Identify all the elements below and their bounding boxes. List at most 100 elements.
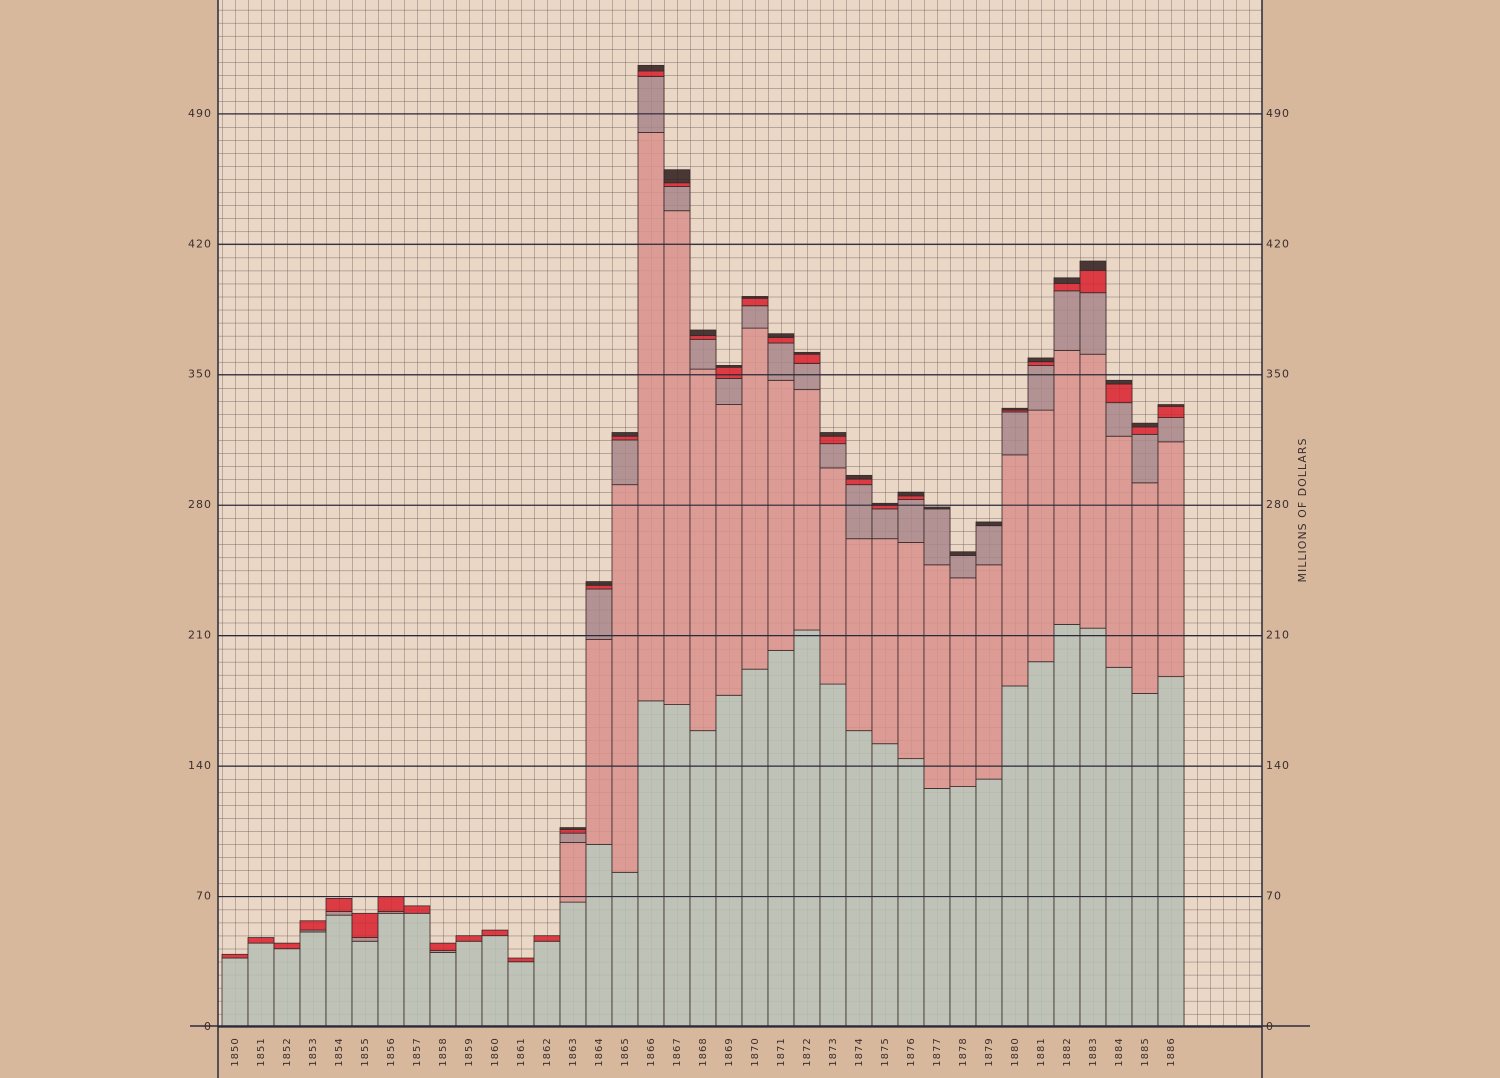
bar-segment bbox=[741, 305, 769, 329]
bar-segment bbox=[975, 525, 1003, 566]
bar-segment bbox=[1105, 379, 1133, 385]
bar-segment bbox=[767, 333, 795, 338]
y-tick-label: 350 bbox=[188, 368, 212, 381]
bar-segment bbox=[689, 338, 717, 370]
bar-segment bbox=[871, 538, 899, 745]
bar-segment bbox=[845, 730, 873, 1028]
x-tick-label: 1853 bbox=[308, 1037, 319, 1066]
x-tick-label: 1862 bbox=[542, 1037, 553, 1066]
bar-segment bbox=[663, 210, 691, 705]
bar-segment bbox=[273, 948, 301, 1028]
bar-segment bbox=[949, 555, 977, 579]
bar-segment bbox=[1027, 409, 1055, 663]
bar-segment bbox=[845, 484, 873, 540]
bar-segment bbox=[611, 435, 639, 441]
bar-segment bbox=[923, 564, 951, 789]
x-tick-label: 1852 bbox=[282, 1037, 293, 1066]
bar-segment bbox=[663, 169, 691, 184]
bar-segment bbox=[1053, 283, 1081, 292]
x-tick-label: 1873 bbox=[828, 1037, 839, 1066]
bar-segment bbox=[429, 952, 457, 1028]
x-tick-label: 1883 bbox=[1088, 1037, 1099, 1066]
x-tick-label: 1872 bbox=[802, 1037, 813, 1066]
bar-segment bbox=[585, 584, 613, 590]
y-tick-label-right: 140 bbox=[1266, 759, 1290, 772]
bar-segment bbox=[1053, 350, 1081, 625]
bar-segment bbox=[845, 474, 873, 480]
bar-segment bbox=[1157, 406, 1185, 418]
bar-segment bbox=[767, 379, 795, 651]
x-tick-label: 1858 bbox=[438, 1037, 449, 1066]
y-tick-label-right: 0 bbox=[1266, 1020, 1274, 1033]
bar-segment bbox=[637, 132, 665, 702]
bar-segment bbox=[793, 389, 821, 631]
bar-segment bbox=[1079, 292, 1107, 355]
bar-segment bbox=[559, 827, 587, 830]
bar-segment bbox=[481, 935, 509, 1028]
y-tick-label: 280 bbox=[188, 498, 212, 511]
bar-segment bbox=[637, 700, 665, 1028]
bar-segment bbox=[741, 297, 769, 307]
bar-segment bbox=[481, 929, 509, 937]
bar-segment bbox=[1105, 435, 1133, 668]
x-tick-label: 1868 bbox=[698, 1037, 709, 1066]
x-tick-label: 1855 bbox=[360, 1037, 371, 1066]
bar-segment bbox=[403, 912, 431, 1028]
bar-segment bbox=[611, 432, 639, 437]
bar-segment bbox=[871, 508, 899, 540]
bar-segment bbox=[1131, 426, 1159, 435]
bar-segment bbox=[975, 521, 1003, 527]
y-axis-label: MILLIONS OF DOLLARS bbox=[1296, 438, 1309, 583]
bar-segment bbox=[533, 940, 561, 1028]
bar-segment bbox=[793, 351, 821, 355]
bar-segment bbox=[1001, 407, 1029, 411]
bar-segment bbox=[793, 353, 821, 364]
x-tick-label: 1866 bbox=[646, 1037, 657, 1066]
bar-segment bbox=[377, 912, 405, 1028]
bar-segment bbox=[949, 551, 977, 556]
x-tick-label: 1879 bbox=[984, 1037, 995, 1066]
y-tick-label-right: 420 bbox=[1266, 237, 1290, 250]
x-tick-label: 1854 bbox=[334, 1037, 345, 1066]
bar-segment bbox=[871, 743, 899, 1028]
bar-segment bbox=[1157, 441, 1185, 678]
bar-segment bbox=[1079, 353, 1107, 629]
bar-segment bbox=[1079, 269, 1107, 294]
y-tick-label: 490 bbox=[188, 107, 212, 120]
x-tick-label: 1860 bbox=[490, 1037, 501, 1066]
bar-segment bbox=[585, 843, 613, 1028]
bar-segment bbox=[663, 186, 691, 212]
bar-segment bbox=[715, 365, 743, 368]
bar-segment bbox=[559, 829, 587, 834]
y-tick-label: 140 bbox=[188, 759, 212, 772]
bar-segment bbox=[1131, 482, 1159, 694]
bar-segment bbox=[1105, 402, 1133, 437]
bar-segment bbox=[1079, 627, 1107, 1028]
y-tick-label-right: 350 bbox=[1266, 368, 1290, 381]
bar-segment bbox=[1053, 277, 1081, 284]
bar-segment bbox=[767, 337, 795, 344]
bar-segment bbox=[1131, 422, 1159, 428]
x-tick-label: 1851 bbox=[256, 1037, 267, 1066]
x-tick-label: 1850 bbox=[230, 1037, 241, 1066]
bar-segment bbox=[741, 327, 769, 670]
bar-segment bbox=[1105, 666, 1133, 1028]
bar-segment bbox=[1027, 357, 1055, 363]
bar-segment bbox=[949, 786, 977, 1028]
x-tick-label: 1884 bbox=[1114, 1037, 1125, 1066]
x-tick-label: 1864 bbox=[594, 1037, 605, 1066]
bar-segment bbox=[1001, 685, 1029, 1028]
x-tick-label: 1882 bbox=[1062, 1037, 1073, 1066]
x-tick-label: 1885 bbox=[1140, 1037, 1151, 1066]
bar-segment bbox=[975, 564, 1003, 780]
bar-segment bbox=[455, 940, 483, 1028]
bar-segment bbox=[585, 588, 613, 640]
x-tick-label: 1881 bbox=[1036, 1037, 1047, 1066]
y-tick-label-right: 70 bbox=[1266, 890, 1282, 903]
bar-segment bbox=[1131, 433, 1159, 484]
bar-segment bbox=[1001, 411, 1029, 456]
x-tick-label: 1871 bbox=[776, 1037, 787, 1066]
bar-segment bbox=[689, 329, 717, 336]
x-tick-label: 1876 bbox=[906, 1037, 917, 1066]
bar-segment bbox=[403, 905, 431, 914]
